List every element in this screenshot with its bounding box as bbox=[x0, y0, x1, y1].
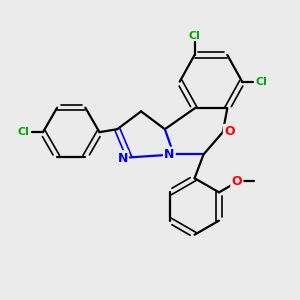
Text: O: O bbox=[232, 175, 242, 188]
Text: N: N bbox=[164, 148, 175, 161]
Text: Cl: Cl bbox=[18, 127, 30, 137]
Text: N: N bbox=[118, 152, 128, 164]
Text: O: O bbox=[224, 125, 235, 138]
Text: Cl: Cl bbox=[189, 31, 200, 40]
Text: Cl: Cl bbox=[256, 76, 267, 87]
